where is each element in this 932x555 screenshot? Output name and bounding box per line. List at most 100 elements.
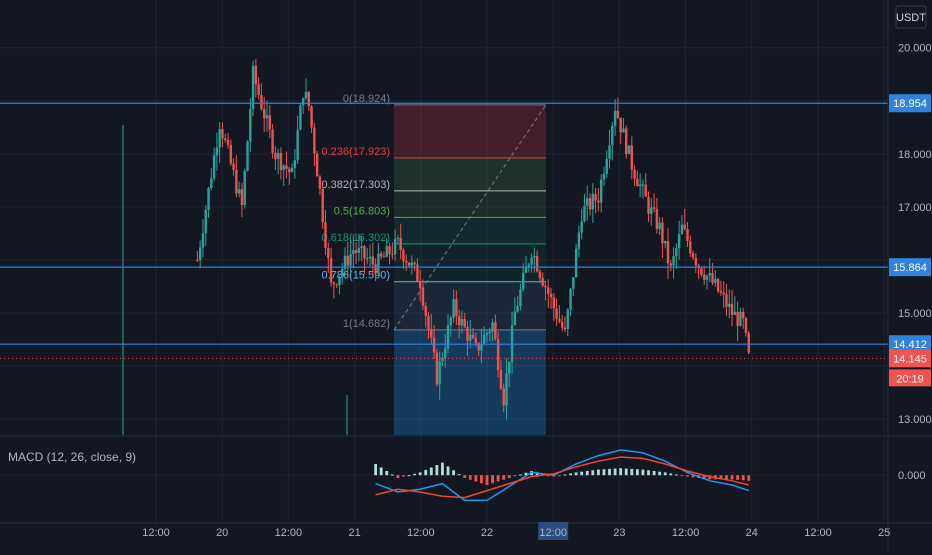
macd-histogram-bar [396, 475, 400, 478]
candle-body [572, 277, 575, 289]
macd-histogram-bar [480, 475, 483, 484]
candle-body [569, 288, 572, 310]
candle-body [357, 247, 361, 253]
candle-body [555, 308, 558, 319]
macd-pane: 0.000 [0, 449, 926, 502]
candle-body [496, 339, 500, 371]
candle-body [730, 303, 734, 315]
candle-body [402, 250, 405, 262]
candle-body [391, 254, 394, 256]
candle-body [327, 247, 330, 259]
candle-body [226, 140, 230, 145]
candle-body [650, 207, 653, 214]
candle-body [424, 305, 427, 316]
candle-body [343, 255, 347, 270]
currency-badge[interactable] [895, 5, 927, 29]
macd-histogram-bar [680, 475, 684, 477]
candle-body [641, 184, 645, 186]
candle-body [460, 319, 464, 326]
candle-body [594, 194, 597, 201]
candle-body [602, 173, 606, 180]
candle-body [714, 278, 717, 283]
candle-body [427, 315, 430, 330]
time-tick-label: 12:00 [275, 527, 303, 539]
fib-level-label: 0.618(16.302) [322, 232, 391, 244]
candle-body [229, 144, 233, 164]
price-tick-label: 18.000 [898, 149, 932, 161]
candle-body [393, 239, 397, 255]
candle-body [371, 256, 375, 265]
candle-body [243, 170, 246, 205]
candle-body [552, 297, 556, 309]
macd-histogram-bar [563, 474, 567, 476]
time-tick-label: 12:00 [142, 527, 170, 539]
fibonacci-retracement[interactable]: 0(18.924) 0.236(17.923) 0.382(17.303) 0.5(1… [322, 93, 547, 435]
candle-body [655, 208, 659, 229]
candle-body [675, 248, 678, 257]
macd-histogram-bar [474, 475, 478, 482]
candle-body [619, 117, 622, 133]
time-tick-label: 23 [613, 527, 625, 539]
macd-histogram-bar [418, 472, 422, 476]
candle-body [374, 264, 377, 274]
candle-body [672, 256, 675, 266]
candle-body [519, 289, 522, 306]
macd-histogram-bar [691, 475, 695, 478]
candle-body [212, 155, 216, 179]
candle-body [466, 326, 469, 341]
horizontal-lines[interactable]: 18.954 15.864 14.412 14.145 20:19 [0, 94, 931, 387]
candle-body [407, 262, 411, 266]
macd-histogram-bar [669, 473, 673, 476]
macd-histogram-bar [441, 462, 444, 476]
time-tick-label: 21 [348, 527, 360, 539]
candle-body [204, 209, 207, 234]
candle-body [310, 106, 313, 128]
candle-body [502, 388, 505, 406]
candle-body [608, 145, 611, 159]
candle-body [522, 272, 525, 290]
candle-series[interactable] [122, 58, 750, 435]
candle-body [549, 293, 553, 298]
price-tag [889, 94, 931, 113]
macd-histogram-bar [524, 472, 528, 476]
candle-body [544, 285, 547, 288]
macd-histogram-bar [424, 469, 428, 476]
candle-body [477, 342, 480, 351]
macd-histogram-bar [658, 471, 662, 476]
candle-body [563, 327, 567, 330]
candle-body [471, 334, 475, 339]
candle-body [558, 318, 561, 322]
macd-zero-label: 0.000 [898, 470, 926, 482]
candle-body [580, 221, 583, 233]
candle-body [574, 248, 578, 278]
candle-body [652, 207, 656, 209]
fib-level-label: 0.5(16.803) [334, 205, 390, 217]
macd-histogram-bar [502, 475, 506, 480]
candle-body [418, 281, 422, 289]
candle-body [446, 325, 450, 349]
macd-histogram-bar [379, 467, 383, 476]
candle-body [324, 222, 327, 248]
candle-body [494, 322, 497, 340]
candle-body [430, 329, 433, 338]
fib-zone [394, 190, 546, 218]
candle-body [249, 109, 252, 142]
macd-histogram-bar [747, 475, 751, 481]
candle-body [616, 110, 620, 118]
macd-histogram-bar [624, 468, 628, 476]
macd-histogram-bar [663, 472, 667, 476]
macd-histogram-bar [647, 470, 650, 476]
candle-body [304, 91, 308, 98]
macd-histogram-bar [468, 475, 472, 480]
candle-body [625, 128, 628, 154]
time-tick-label: 24 [746, 527, 758, 539]
candle-body [274, 152, 277, 160]
candle-body [293, 160, 297, 168]
candle-body [265, 115, 269, 119]
macd-histogram-bar [558, 475, 561, 477]
candle-body [388, 246, 391, 255]
candle-body [210, 178, 213, 189]
candle-body [240, 189, 244, 205]
